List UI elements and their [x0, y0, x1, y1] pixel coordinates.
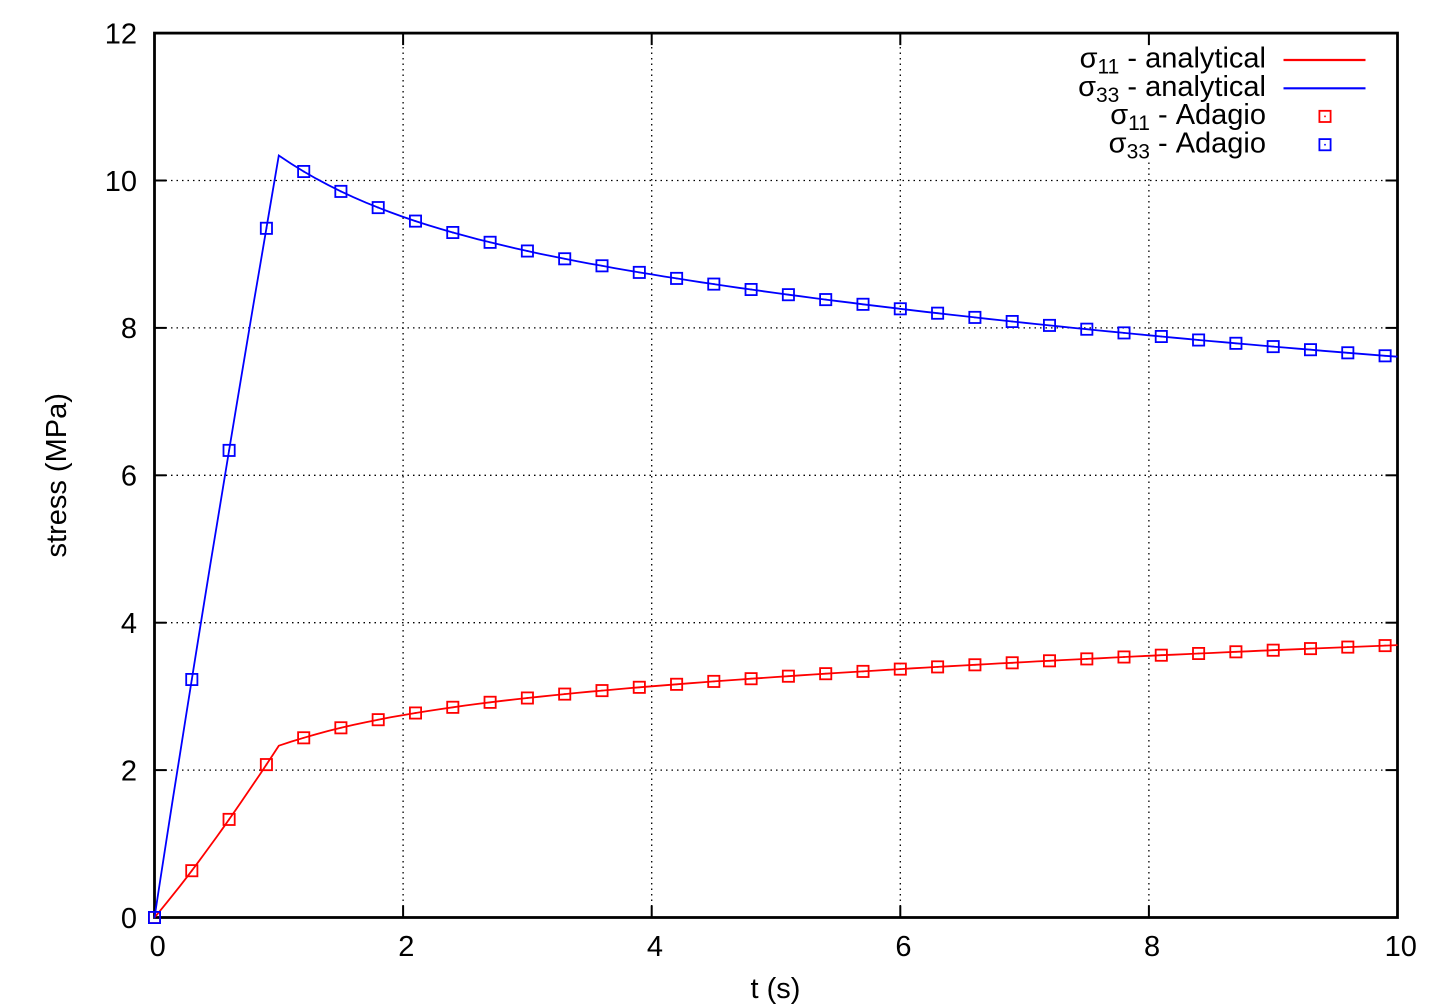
svg-text:stress (MPa): stress (MPa): [41, 393, 73, 557]
svg-text:σ11 - analytical: σ11 - analytical: [1080, 43, 1266, 79]
svg-text:4: 4: [647, 931, 663, 963]
svg-text:8: 8: [1144, 931, 1160, 963]
svg-text:10: 10: [1385, 931, 1417, 963]
svg-text:6: 6: [121, 461, 137, 493]
svg-text:2: 2: [398, 931, 414, 963]
svg-text:2: 2: [121, 755, 137, 787]
svg-text:t (s): t (s): [751, 973, 801, 1005]
svg-text:6: 6: [895, 931, 911, 963]
svg-text:8: 8: [121, 313, 137, 345]
svg-text:0: 0: [121, 903, 137, 935]
svg-text:12: 12: [105, 18, 137, 50]
svg-text:σ33 - analytical: σ33 - analytical: [1078, 71, 1266, 107]
svg-text:0: 0: [150, 931, 166, 963]
svg-text:4: 4: [121, 608, 137, 640]
svg-text:10: 10: [105, 166, 137, 198]
